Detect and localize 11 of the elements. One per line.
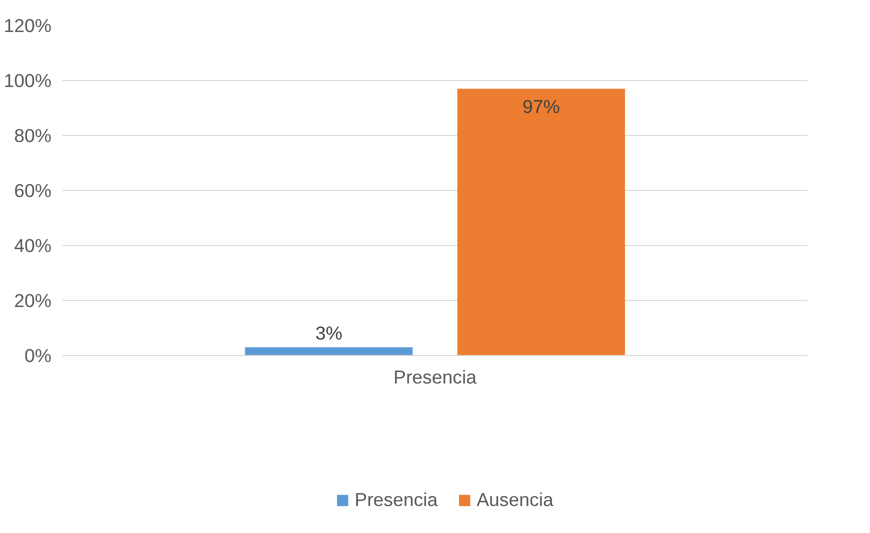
data-label: 3% [315, 322, 342, 344]
y-tick-label: 40% [14, 235, 52, 256]
y-tick-label: 60% [14, 180, 52, 201]
y-tick-label: 0% [24, 345, 52, 366]
y-tick-label: 120% [4, 15, 52, 36]
legend-label: Ausencia [476, 489, 554, 511]
y-tick-label: 100% [4, 70, 52, 91]
legend-label: Presencia [354, 489, 438, 511]
data-label: 97% [522, 96, 560, 117]
y-tick-label: 20% [14, 290, 52, 311]
y-tick-label: 80% [14, 125, 52, 146]
